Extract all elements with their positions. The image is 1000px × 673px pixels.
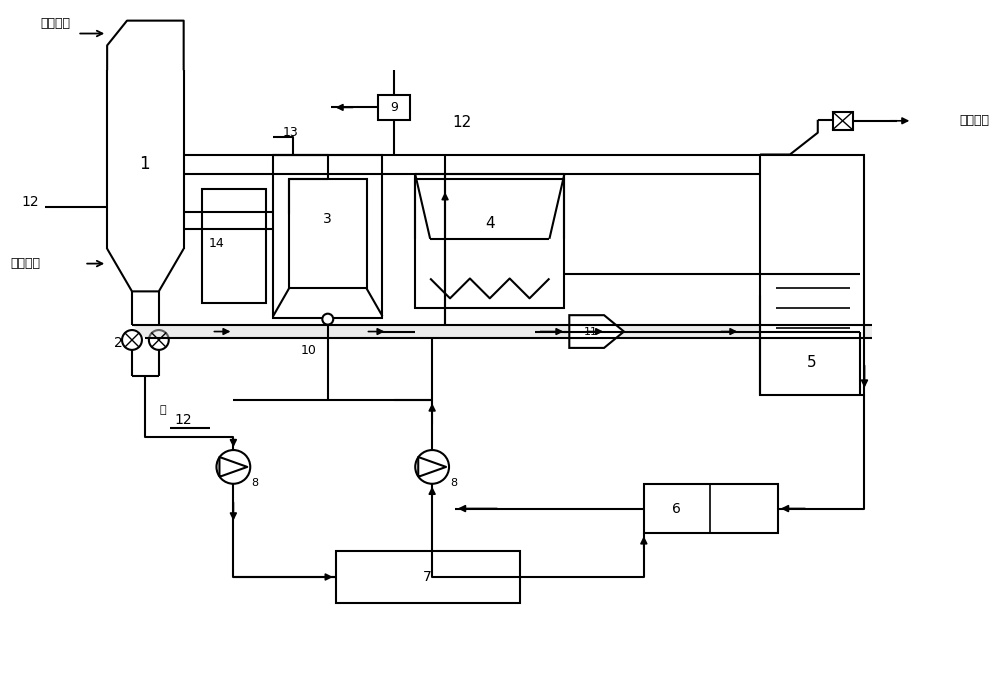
Circle shape	[415, 450, 449, 484]
Text: 12: 12	[22, 195, 39, 209]
Polygon shape	[569, 315, 624, 348]
Text: 12: 12	[175, 413, 192, 427]
Bar	[415, 179, 564, 308]
Text: 8: 8	[252, 478, 259, 488]
Text: 气: 气	[160, 405, 166, 415]
Bar	[833, 112, 853, 130]
Text: 11: 11	[584, 326, 598, 336]
Text: 1: 1	[140, 155, 150, 174]
Bar	[336, 551, 520, 603]
Text: 3: 3	[323, 212, 332, 226]
Text: 9: 9	[390, 101, 398, 114]
Text: 12: 12	[452, 115, 472, 131]
Bar	[644, 484, 778, 534]
Text: 8: 8	[450, 478, 458, 488]
Bar	[760, 155, 864, 394]
Text: 来自锅炉: 来自锅炉	[41, 17, 71, 30]
Text: 4: 4	[485, 217, 495, 232]
Text: 去往锅炉: 去往锅炉	[11, 257, 41, 270]
Circle shape	[149, 330, 169, 350]
Text: 2: 2	[114, 336, 122, 350]
Text: 13: 13	[283, 127, 299, 139]
Bar	[378, 95, 410, 120]
Text: 14: 14	[209, 238, 224, 250]
Circle shape	[216, 450, 250, 484]
Text: 7: 7	[423, 570, 432, 584]
Bar	[289, 179, 367, 289]
Text: 10: 10	[301, 345, 317, 357]
Polygon shape	[132, 325, 872, 338]
Bar	[202, 189, 266, 304]
Text: 6: 6	[672, 501, 681, 516]
Text: 去往烟囱: 去往烟囱	[959, 114, 989, 127]
Circle shape	[322, 314, 333, 324]
Bar	[273, 155, 382, 318]
Text: 5: 5	[807, 355, 817, 370]
Circle shape	[122, 330, 142, 350]
